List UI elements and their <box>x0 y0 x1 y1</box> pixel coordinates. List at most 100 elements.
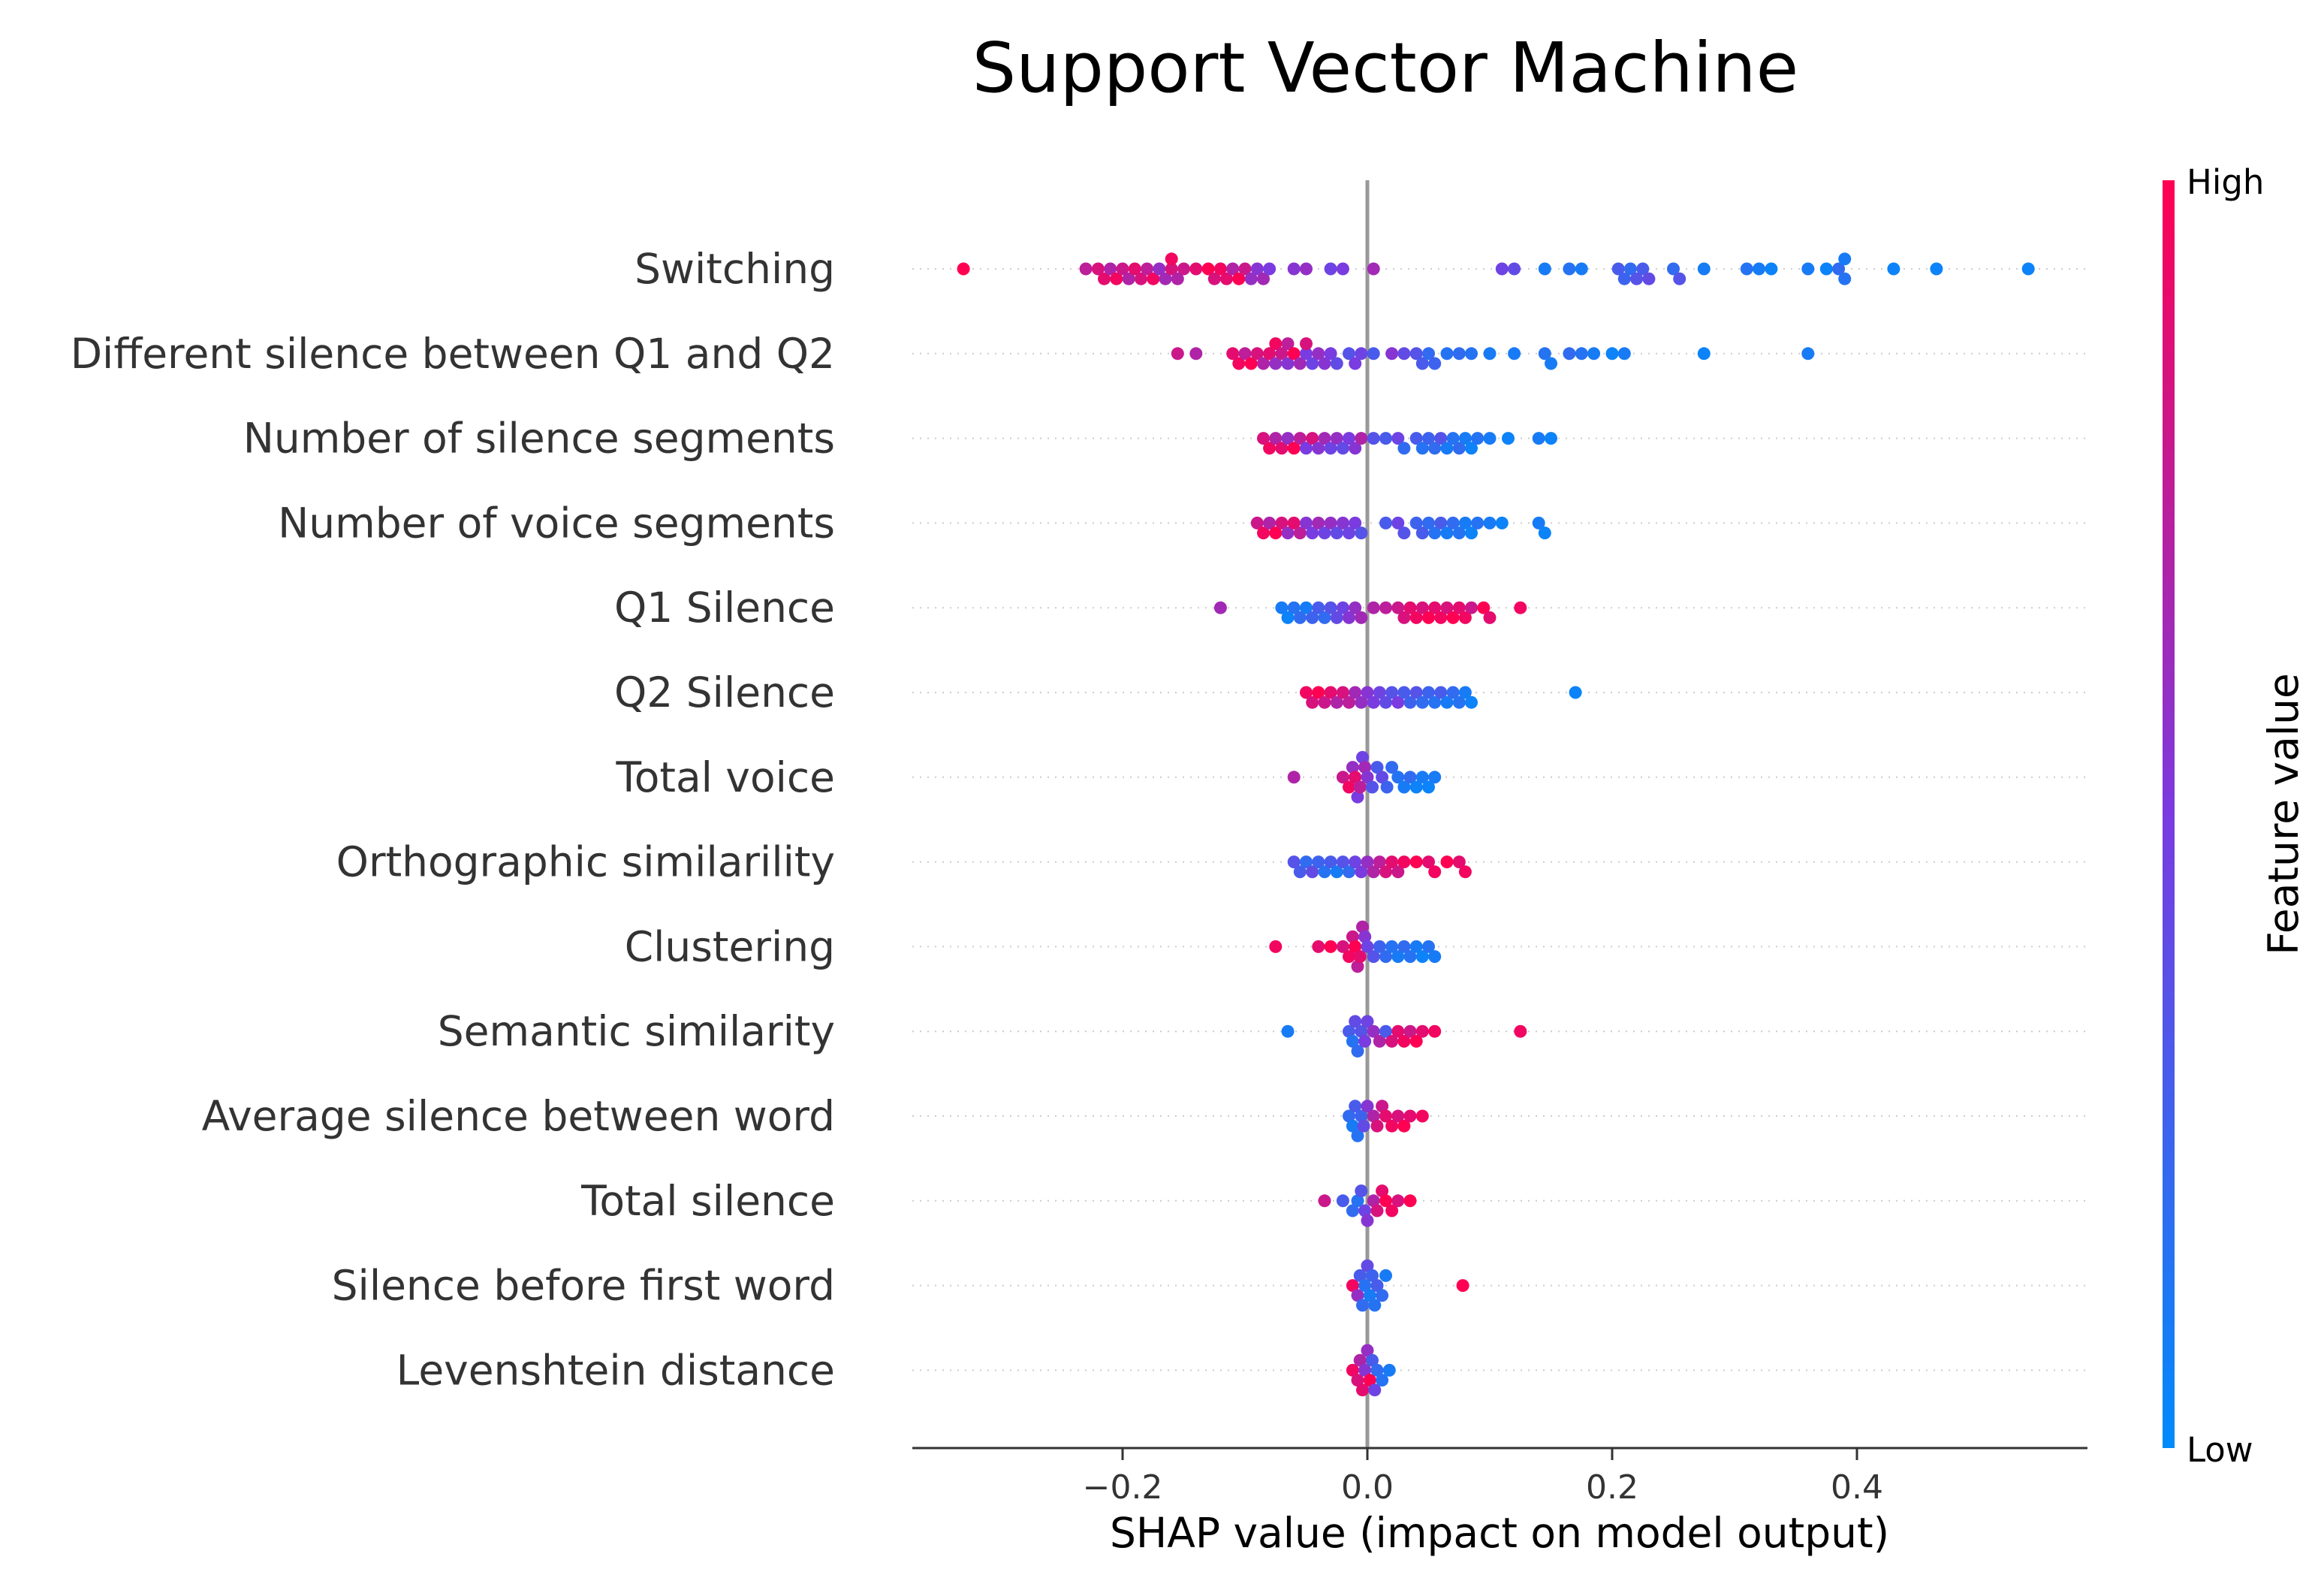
shap-point <box>1250 262 1264 276</box>
shap-point <box>1483 611 1497 624</box>
shap-point <box>1098 272 1111 285</box>
shap-point <box>1636 262 1650 276</box>
shap-point <box>1275 601 1289 614</box>
shap-point <box>1318 357 1331 370</box>
shap-point <box>1446 611 1460 624</box>
shap-point <box>1263 347 1277 361</box>
shap-point <box>1538 347 1551 361</box>
shap-point <box>1428 526 1442 540</box>
shap-point <box>1171 272 1184 285</box>
shap-point <box>1300 855 1313 869</box>
shap-point <box>1250 347 1264 361</box>
chart-title: Support Vector Machine <box>972 28 1798 108</box>
colorbar <box>2163 180 2175 1448</box>
shap-point <box>1611 262 1625 276</box>
shap-point <box>1355 526 1368 540</box>
shap-point <box>1465 347 1478 361</box>
shap-point <box>1409 855 1423 869</box>
shap-point <box>1351 960 1364 973</box>
shap-point <box>1213 601 1227 614</box>
shap-point <box>957 262 970 276</box>
shap-point <box>1376 771 1389 784</box>
shap-point <box>1483 516 1497 530</box>
shap-point <box>1801 262 1815 276</box>
shap-point <box>1358 1204 1372 1217</box>
shap-point <box>1801 347 1815 361</box>
shap-point <box>1391 1109 1405 1123</box>
shap-point <box>1189 262 1203 276</box>
shap-point <box>1300 337 1313 351</box>
shap-point <box>1379 1109 1392 1123</box>
shap-point <box>1366 1269 1379 1282</box>
shap-point <box>1930 262 1943 276</box>
shap-point <box>1263 262 1277 276</box>
shap-point <box>1343 611 1355 624</box>
shap-point <box>1458 686 1472 699</box>
shap-point <box>1244 357 1258 370</box>
shap-point <box>1330 865 1343 879</box>
shap-point <box>1355 347 1368 361</box>
shap-point <box>1355 611 1368 624</box>
colorbar-low-label: Low <box>2187 1430 2253 1470</box>
shap-point <box>1336 940 1349 953</box>
shap-point <box>1545 357 1557 370</box>
shap-point <box>1343 347 1355 361</box>
shap-point <box>1330 611 1343 624</box>
shap-point <box>1324 347 1337 361</box>
shap-point <box>1367 432 1380 445</box>
shap-point <box>1368 1383 1382 1397</box>
x-tick-label: 0.0 <box>1341 1468 1394 1507</box>
shap-point <box>1409 432 1423 445</box>
shap-point <box>1306 526 1319 540</box>
shap-point <box>1165 252 1178 266</box>
shap-point <box>1397 347 1411 361</box>
shap-point <box>1452 442 1466 455</box>
shap-point <box>1343 780 1355 794</box>
shap-point <box>1373 1034 1386 1048</box>
shap-point <box>1330 695 1343 709</box>
shap-point <box>1379 432 1392 445</box>
shap-point <box>1397 1119 1411 1133</box>
shap-point <box>1428 1024 1442 1038</box>
shap-point <box>1370 761 1384 774</box>
shap-point <box>1379 950 1392 964</box>
shap-point <box>1415 601 1429 614</box>
shap-point <box>1367 695 1380 709</box>
shap-point <box>1269 337 1283 351</box>
shap-point <box>1306 695 1319 709</box>
shap-point <box>1409 611 1423 624</box>
shap-point <box>1415 357 1429 370</box>
shap-point <box>1428 442 1442 455</box>
shap-point <box>1361 1015 1374 1028</box>
shap-point <box>1428 357 1442 370</box>
feature-labels: Switching Different silence between Q1 an… <box>71 245 835 1394</box>
feature-label: Number of voice segments <box>278 499 835 547</box>
shap-point <box>1361 686 1374 699</box>
feature-label: Switching <box>635 245 835 293</box>
shap-point <box>1385 940 1399 953</box>
shap-point <box>1287 516 1301 530</box>
shap-point <box>1409 1034 1423 1048</box>
shap-point <box>1397 526 1411 540</box>
shap-point <box>1244 272 1258 285</box>
shap-point <box>1391 865 1405 879</box>
shap-point <box>1336 686 1349 699</box>
shap-point <box>1361 771 1374 784</box>
shap-point <box>1357 1119 1370 1133</box>
shap-point <box>1281 611 1295 624</box>
shap-point <box>1765 262 1778 276</box>
shap-point <box>1367 601 1380 614</box>
shap-point <box>1346 1034 1359 1048</box>
shap-point <box>1300 262 1313 276</box>
shap-point <box>1367 1109 1380 1123</box>
shap-point <box>1391 771 1405 784</box>
shap-point <box>1336 601 1349 614</box>
shap-point <box>1379 1194 1392 1208</box>
shap-point <box>1306 611 1319 624</box>
shap-point <box>1269 432 1283 445</box>
colorbar-title: Feature value <box>2259 673 2307 955</box>
shap-point <box>1324 855 1337 869</box>
shap-point <box>1141 262 1154 276</box>
shap-point <box>1263 442 1277 455</box>
shap-point <box>1353 950 1367 964</box>
